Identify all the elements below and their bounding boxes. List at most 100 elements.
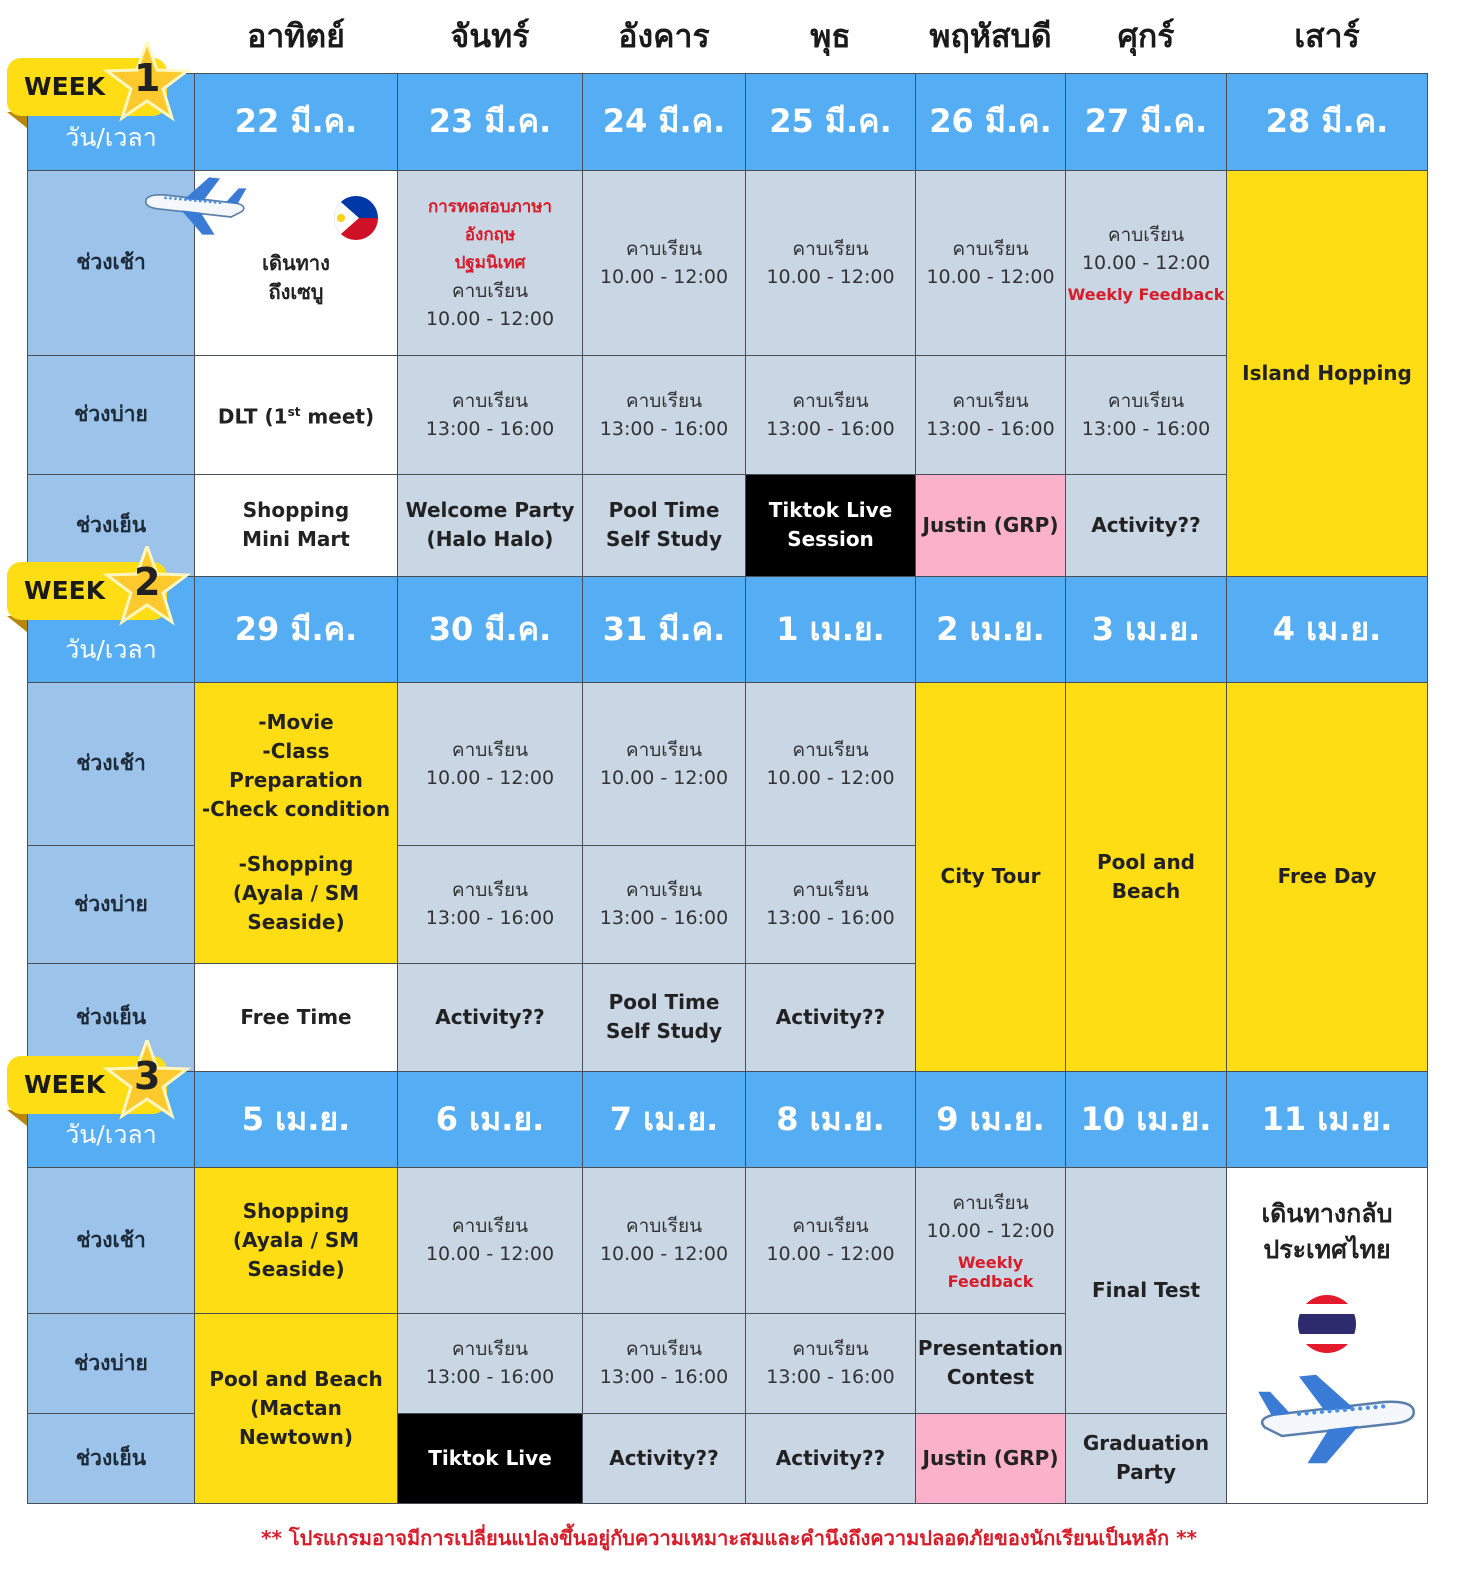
cell-text: 13:00 - 16:00: [1081, 417, 1211, 440]
cell-text: คาบเรียน: [1107, 389, 1185, 412]
slot-row: ช่วงเย็น Shopping Mini Mart Welcome Party (H…: [27, 473, 1428, 577]
cell-content: คาบเรียน 13:00 - 16:00: [398, 387, 582, 443]
cell-text: Activity??: [435, 1004, 545, 1029]
activity-cell: คาบเรียน 13:00 - 16:00: [745, 1312, 916, 1414]
slot-label: ช่วงเช้า: [27, 1166, 195, 1314]
cell-text: DLT (1st meet): [195, 398, 397, 432]
cell-text: ถึงเซบู: [268, 279, 324, 304]
cell-content: Activity??: [583, 1444, 745, 1473]
date-row: วัน/เวลา 29 มี.ค. 30 มี.ค. 31 มี.ค. 1 เม.ย. 2…: [27, 575, 1428, 683]
slot-label: ช่วงบ่าย: [27, 354, 195, 475]
activity-cell: เดินทางถึงเซบู: [144, 169, 398, 356]
badge-shape: [7, 546, 192, 632]
cell-text: คาบเรียน: [792, 237, 869, 260]
date-cell: 3 เม.ย.: [1065, 575, 1227, 683]
activity-cell: คาบเรียน 10.00 - 12:00: [745, 1166, 916, 1314]
cell-content: Island Hopping: [1227, 359, 1427, 388]
activity-cell: Final Test: [1065, 1166, 1227, 1414]
cell-text: 10.00 - 12:00: [926, 1220, 1055, 1242]
cell-text: 10.00 - 12:00: [766, 1243, 895, 1265]
cell-content: Tiktok Live Session: [746, 496, 915, 554]
day-header-row: อาทิตย์ จันทร์ อังคาร พุธ พฤหัสบดี ศุกร์ เสาร์: [27, 0, 1428, 73]
activity-cell: Pool Time Self Study: [582, 962, 746, 1072]
activity-cell: Free Day: [1226, 681, 1428, 1072]
activity-cell: คาบเรียน 13:00 - 16:00: [397, 1312, 583, 1414]
week-number: 3: [134, 1054, 161, 1098]
cell-text: -Movie: [258, 710, 334, 734]
cell-text: 10.00 - 12:00: [766, 766, 895, 789]
activity-cell: Activity??: [1065, 473, 1227, 577]
activity-cell: DLT (1st meet): [194, 354, 398, 475]
cell-text: 13:00 - 16:00: [926, 417, 1055, 440]
date-cell: 28 มี.ค.: [1226, 72, 1428, 171]
cell-text: คาบเรียน: [451, 1338, 529, 1360]
cell-content: คาบเรียน 10.00 - 12:00: [746, 1212, 915, 1268]
cell-text: เดินทาง: [262, 250, 330, 275]
activity-cell: เดินทางกลับ ประเทศไทย: [1226, 1166, 1428, 1504]
cell-content: Tiktok Live: [398, 1444, 582, 1473]
cell-text: ประเทศไทย: [1263, 1235, 1391, 1264]
cell-content: คาบเรียน 13:00 - 16:00: [583, 387, 745, 443]
cell-text: Welcome Party: [405, 498, 575, 522]
cell-content: คาบเรียน 10.00 - 12:00: [746, 736, 915, 792]
cell-content: Activity??: [746, 1444, 915, 1473]
cell-text: Contest: [946, 1365, 1035, 1389]
activity-cell: คาบเรียน 13:00 - 16:00: [1065, 354, 1227, 475]
cell-text: Pool Time: [608, 990, 720, 1014]
cell-text: Presentation: [917, 1336, 1064, 1360]
date-cell: 5 เม.ย.: [194, 1070, 398, 1168]
activity-cell: Justin (GRP): [915, 1412, 1066, 1504]
cell-text: คาบเรียน: [451, 879, 529, 901]
day-name: พุธ: [745, 0, 916, 73]
cell-text: Mini Mart: [242, 527, 350, 551]
cell-text: 13:00 - 16:00: [425, 417, 555, 440]
cell-content: คาบเรียน 10.00 - 12:00: [583, 1212, 745, 1268]
highlight-text: ปฐมนิเทศ: [454, 252, 526, 273]
activity-cell: คาบเรียน 10.00 - 12:00: [582, 681, 746, 846]
cell-text: คาบเรียน: [625, 1338, 703, 1360]
activity-cell: Welcome Party (Halo Halo): [397, 473, 583, 577]
activity-cell: Activity??: [397, 962, 583, 1072]
activity-cell: คาบเรียน 10.00 - 12:00: [915, 169, 1066, 356]
cell-content: Presentation Contest: [916, 1334, 1065, 1392]
date-cell: 24 มี.ค.: [582, 72, 746, 171]
day-name: ศุกร์: [1065, 0, 1227, 73]
activity-cell: -Movie -Class Preparation -Check condition…: [194, 681, 398, 964]
cell-text: City Tour: [940, 864, 1041, 888]
cell-text: Graduation: [1082, 1431, 1210, 1455]
activity-cell: การทดสอบภาษา อังกฤษ ปฐมนิเทศ คาบเรียน 10.00 …: [397, 169, 583, 356]
date-cell: 10 เม.ย.: [1065, 1070, 1227, 1168]
cell-text: 10.00 - 12:00: [599, 265, 729, 288]
slot-row: ช่วงเช้า เดินทาง ถึงเซบู การทดสอบภาษา อังกฤ…: [27, 169, 1428, 577]
cell-text: Shopping: [242, 1198, 350, 1223]
cell-text: 13:00 - 16:00: [599, 907, 729, 929]
highlight-text: การทดสอบภาษา: [427, 196, 553, 217]
activity-cell: คาบเรียน 10.00 - 12:00: [582, 1166, 746, 1314]
cell-text: 13:00 - 16:00: [599, 1366, 729, 1388]
day-name: เสาร์: [1226, 0, 1428, 73]
slot-row: ช่วงบ่าย Pool and Beach (Mactan Newtown) คา…: [27, 1312, 1428, 1504]
cell-text: 10.00 - 12:00: [599, 1243, 729, 1265]
cell-text: คาบเรียน: [451, 738, 529, 761]
cell-text: คาบเรียน: [451, 389, 529, 412]
day-name: พฤหัสบดี: [915, 0, 1066, 73]
activity-cell: คาบเรียน 13:00 - 16:00: [582, 844, 746, 964]
date-cell: 9 เม.ย.: [915, 1070, 1066, 1168]
cell-text: คาบเรียน: [952, 237, 1029, 260]
plane-icon: [143, 173, 253, 243]
cell-text: 13:00 - 16:00: [766, 1366, 895, 1388]
activity-cell: คาบเรียน 13:00 - 16:00: [745, 354, 916, 475]
cell-text: คาบเรียน: [792, 1215, 869, 1237]
text-part: meet): [300, 404, 375, 429]
slot-row: ช่วงเช้า Shopping (Ayala / SM Seaside) คาบเร…: [27, 1166, 1428, 1504]
week-number: 1: [134, 56, 161, 100]
cell-text: -Class Preparation: [229, 739, 363, 792]
cell-text: Seaside): [247, 1256, 345, 1281]
cell-text: Tiktok Live: [428, 1445, 552, 1470]
cell-text: Self Study: [605, 527, 723, 551]
cell-text: 13:00 - 16:00: [425, 1366, 555, 1388]
cell-text: คาบเรียน: [952, 389, 1029, 412]
slot-label: ช่วงบ่าย: [27, 1312, 195, 1414]
date-cell: 2 เม.ย.: [915, 575, 1066, 683]
cell-text: 10.00 - 12:00: [599, 766, 729, 789]
